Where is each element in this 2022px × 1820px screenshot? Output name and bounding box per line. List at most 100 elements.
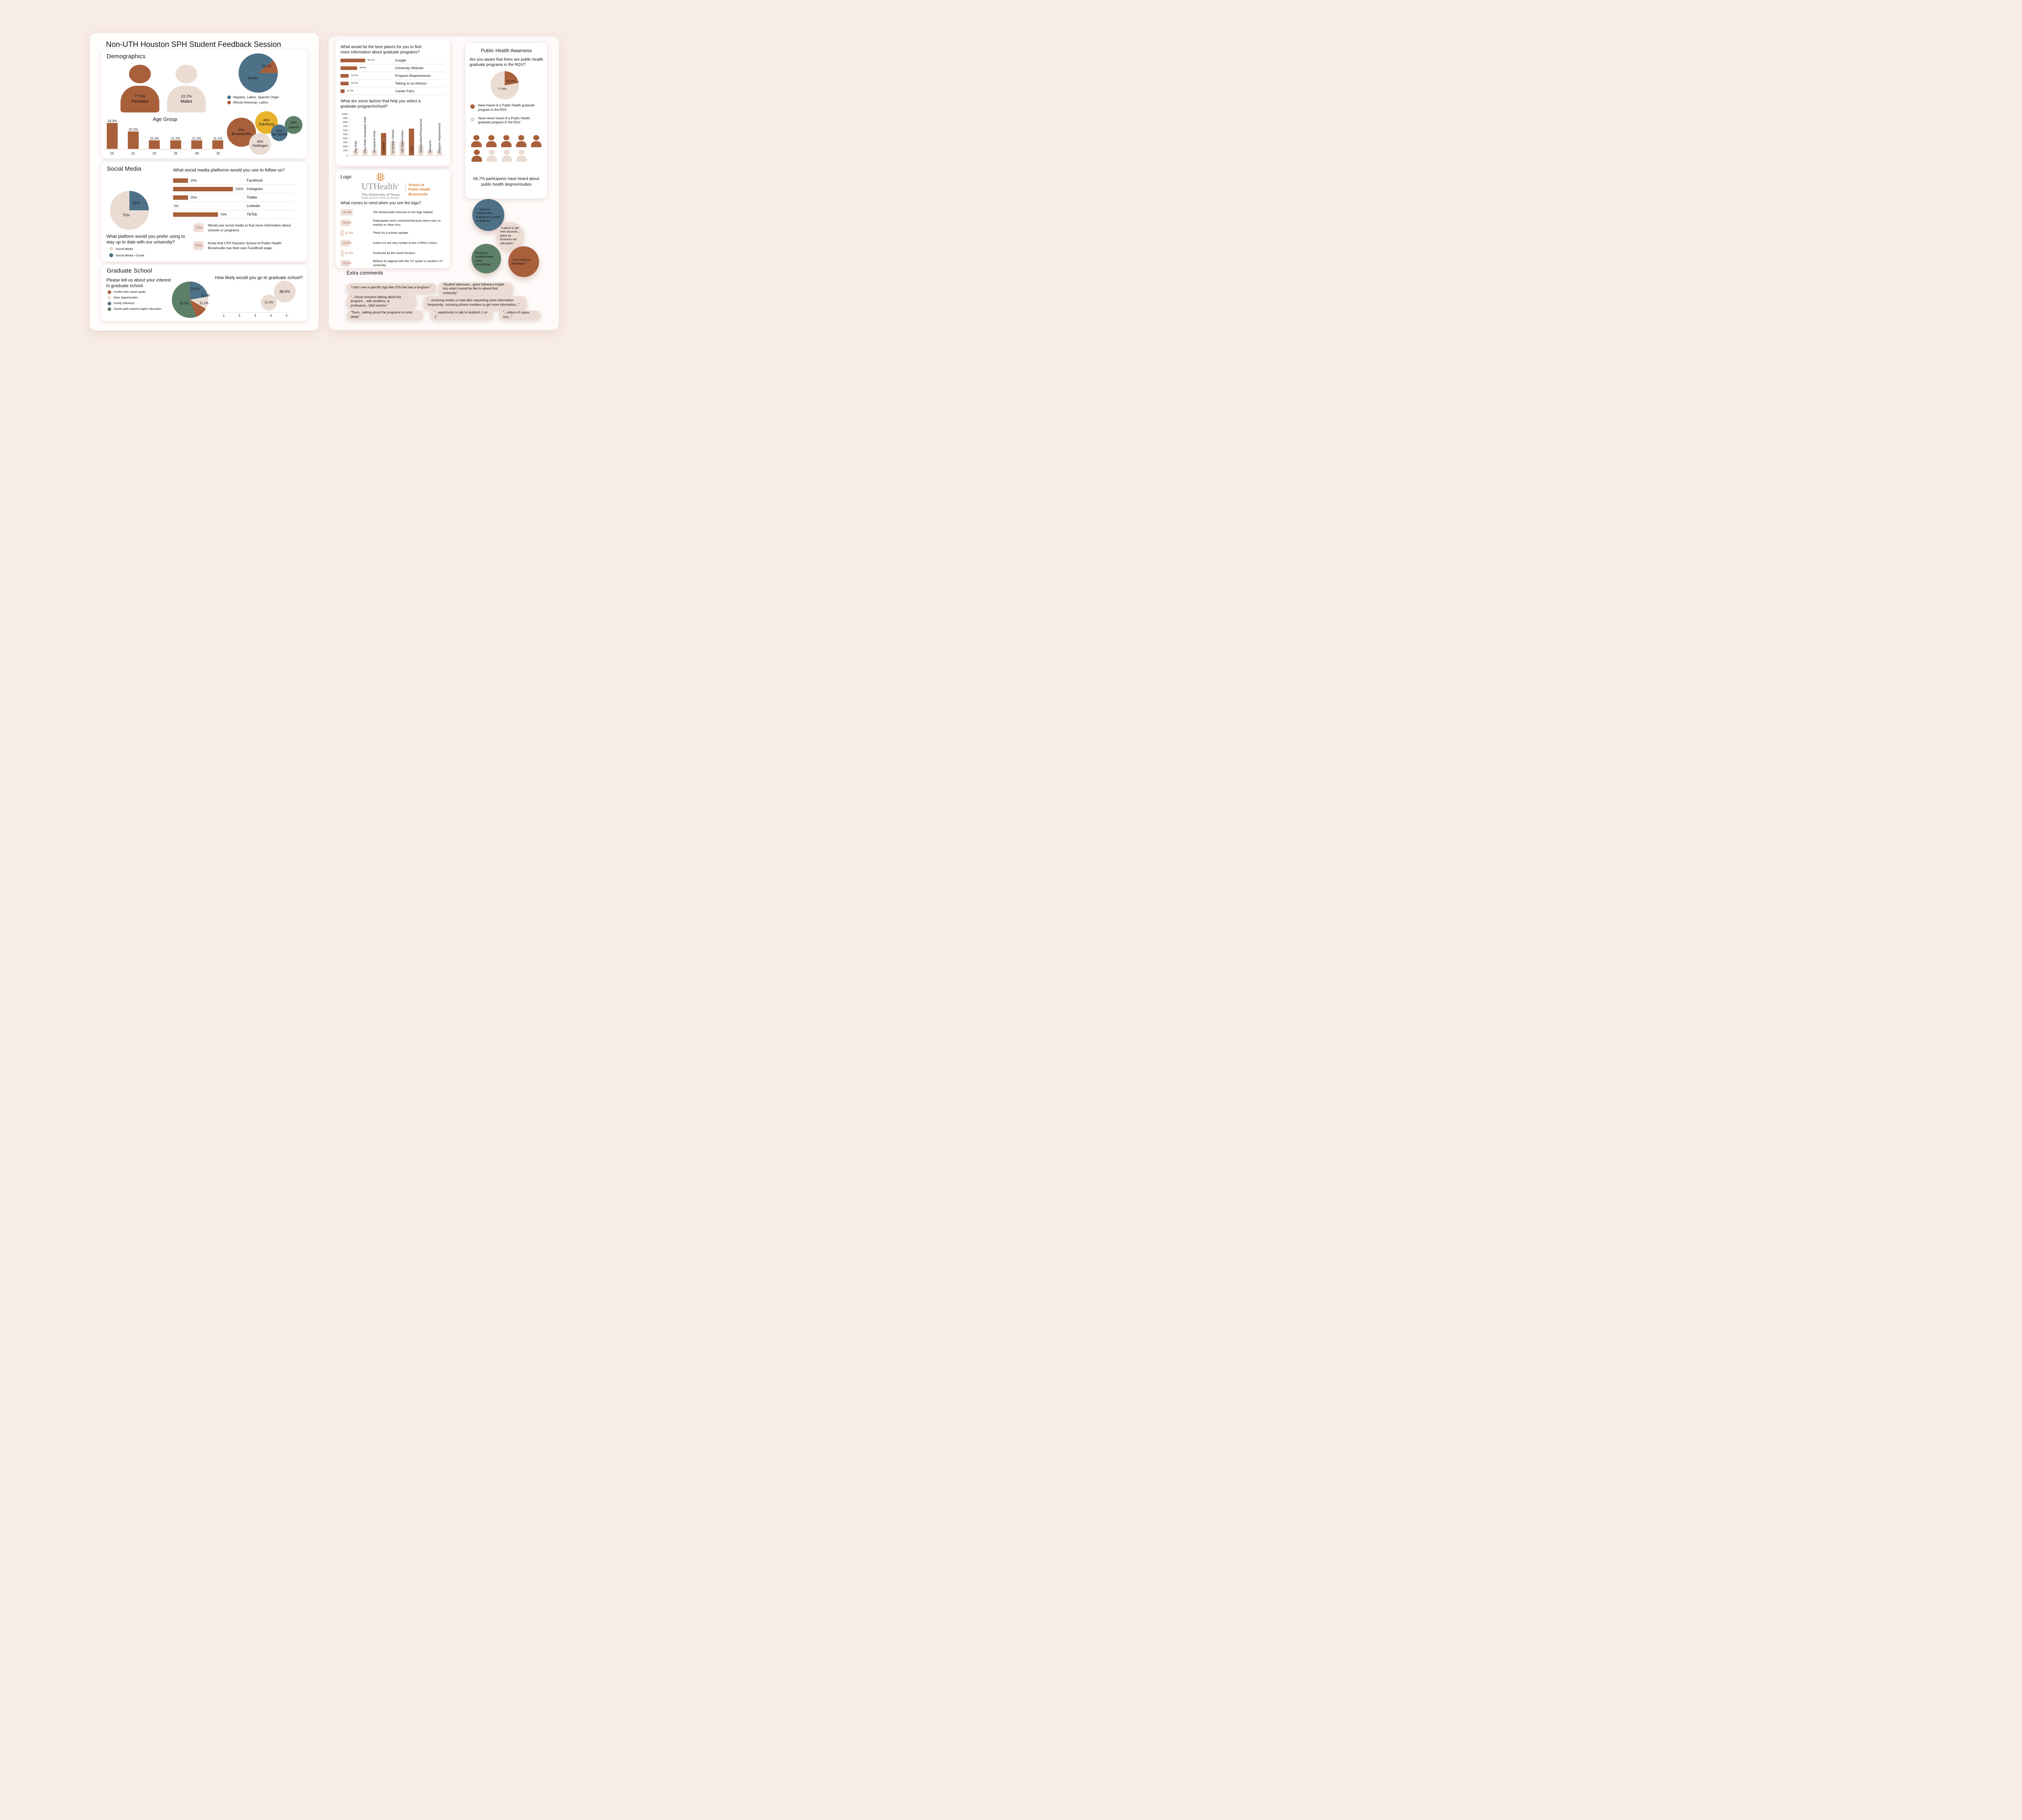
factor-cell: Pay Rate xyxy=(353,115,358,155)
quote-text: “Icon similar to bandages” xyxy=(512,258,531,265)
bubble-value: 60% xyxy=(238,128,245,132)
platform-label: Linkedin xyxy=(247,204,260,208)
platform-bar xyxy=(173,212,218,217)
feedback-text: The Brownsville inclusion in the logo he… xyxy=(373,210,434,214)
feedback-text: Think it’s a school upstate. xyxy=(373,231,409,235)
legend-label: Further their career goals. xyxy=(114,291,146,294)
place-bar xyxy=(341,81,349,85)
platform-preference-legend: Social Media Social Media + Email xyxy=(109,247,144,257)
legend-label: Have heard of a Public Health graduate p… xyxy=(478,104,535,112)
legend-label: Have never heard of a Public Health grad… xyxy=(478,116,530,125)
factor-bar xyxy=(353,150,358,155)
graduate-interest-question: Please tell us about your interest in gr… xyxy=(106,278,171,289)
pie-value-75: 75% xyxy=(122,213,130,217)
logo-question: What comes to mind when you see the logo… xyxy=(341,201,421,205)
feedback-badge xyxy=(341,220,350,226)
age-tick: 29 xyxy=(195,152,199,155)
platform-percent: 75% xyxy=(220,212,227,216)
bubble-value: 20% xyxy=(290,121,297,125)
age-bar xyxy=(212,140,223,149)
platform-row: 100% Instagram xyxy=(173,185,294,193)
males-label: Males xyxy=(180,99,192,104)
logo-feedback-list: 44.4% The Brownsville inclusion in the l… xyxy=(341,208,445,269)
males-figure: 22.2% Males xyxy=(167,65,206,112)
place-bar xyxy=(341,74,349,78)
y-tick: 0 xyxy=(346,155,348,157)
comment-text: “...videos of capus tour...” xyxy=(503,311,529,319)
awareness-minor-value: 22.2% xyxy=(506,79,515,83)
age-bar-value: 11.1% xyxy=(150,136,159,140)
quote-bubble-blue: “...focus on medical only instead of a v… xyxy=(472,199,504,231)
pie-value-25: 25% xyxy=(132,201,140,205)
social-media-dot-icon xyxy=(109,247,113,251)
bubble-label: Brownsville xyxy=(231,132,252,137)
females-figure: 77.8% Females xyxy=(121,65,159,112)
registered-mark: ® xyxy=(397,183,400,187)
factor-label: Research xyxy=(428,140,432,153)
comment-chip: “...videos of capus tour...” xyxy=(499,311,541,319)
bubble-san-benito: 20% San Benito xyxy=(271,125,288,141)
feedback-badge xyxy=(341,240,350,246)
legend-label: African American, Latino xyxy=(233,101,268,104)
age-bar-cell: 11.1% xyxy=(212,115,223,149)
age-tick: 19 xyxy=(110,152,114,155)
social-note: 75% Know that UTH Houston School of Publ… xyxy=(193,241,299,251)
likelihood-tick: 5 xyxy=(286,314,288,317)
factors-chart: 100% 90% 80% 70% 60% 50% 40% 30% 20% 10%… xyxy=(340,113,446,161)
legend-item: Social Media + Email xyxy=(109,253,144,257)
factor-cell: Program Requirements xyxy=(437,115,442,155)
african-american-dot-icon xyxy=(227,101,231,104)
ethnicity-major-value: 88.9% xyxy=(248,76,258,80)
bubble-label: Harlingen xyxy=(252,144,268,148)
graduate-school-card: Graduate School Please tell us about you… xyxy=(101,265,307,321)
note-text: Would use social media to find more info… xyxy=(208,223,291,232)
feedback-row: 11.1% Confused by the word Houston. xyxy=(341,249,445,257)
place-bar xyxy=(341,89,345,93)
quote-text: “...focus on medical only instead of a v… xyxy=(476,207,501,222)
family-influence-dot-icon xyxy=(108,302,111,305)
legend-item: Social Media xyxy=(109,247,144,251)
comment-text: “...recieving emails or mail after reque… xyxy=(427,298,520,307)
uthealth-wordmark: UTHealth® xyxy=(362,181,400,191)
place-row: 11.1% Career Fairs xyxy=(341,87,445,95)
legend-label: Social Media + Email xyxy=(116,253,144,257)
awareness-pictograph xyxy=(470,135,543,162)
factor-cell: Acceptance Rate xyxy=(372,115,377,155)
platform-bar xyxy=(173,186,233,191)
bubble-label: San Benito xyxy=(271,133,288,137)
graduate-school-title: Graduate School xyxy=(107,268,152,274)
legend-label: Hispanic, Latino, Spanish Origin xyxy=(233,95,279,99)
page-title: Non-UTH Houston SPH Student Feedback Ses… xyxy=(106,40,281,49)
platform-percent: 25% xyxy=(190,195,197,199)
legend-item: Further their career goals. xyxy=(108,290,162,294)
platform-row: 25% Twitter xyxy=(173,193,294,202)
age-bar xyxy=(107,123,118,149)
comment-chip: “Tours...talking about the programs in m… xyxy=(347,311,423,319)
age-bar-cell: 11.1% xyxy=(191,115,202,149)
platform-label: Facebook xyxy=(247,178,263,182)
quote-text: “business establishment.. more intimidat… xyxy=(475,251,495,266)
person-icon xyxy=(485,150,498,162)
pie-value-career-goals: 11.1% xyxy=(199,301,209,305)
platform-percent: 100% xyxy=(235,187,244,191)
school-name: School of Public Health Brownsville xyxy=(408,183,430,196)
infographic-poster: Non-UTH Houston SPH Student Feedback Ses… xyxy=(0,0,647,364)
best-places-question: What would be the best places for you to… xyxy=(341,45,421,55)
females-label: Females xyxy=(131,99,149,104)
factor-bar xyxy=(418,146,423,155)
factor-bar xyxy=(400,141,405,155)
age-bar-value: 11.1% xyxy=(171,136,180,140)
feedback-text: Participants were confused because there… xyxy=(373,219,441,226)
legend-label: Career path requires higher education. xyxy=(114,308,162,311)
factor-label: Cost xyxy=(409,147,413,153)
graduate-interest-legend: Further their career goals. More Opportu… xyxy=(108,290,162,311)
feedback-percent: 33.3% xyxy=(343,221,352,224)
feedback-badge xyxy=(341,260,350,267)
platform-row: 25% Facebook xyxy=(173,176,294,185)
age-bar xyxy=(128,131,139,149)
comment-text: “...virtual sessions talking about the p… xyxy=(351,295,401,307)
age-bar-cell: 11.1% xyxy=(149,115,160,149)
place-label: Career Fairs xyxy=(395,89,415,93)
legend-item: More Opportunities xyxy=(108,296,162,300)
platform-bar xyxy=(173,178,188,183)
